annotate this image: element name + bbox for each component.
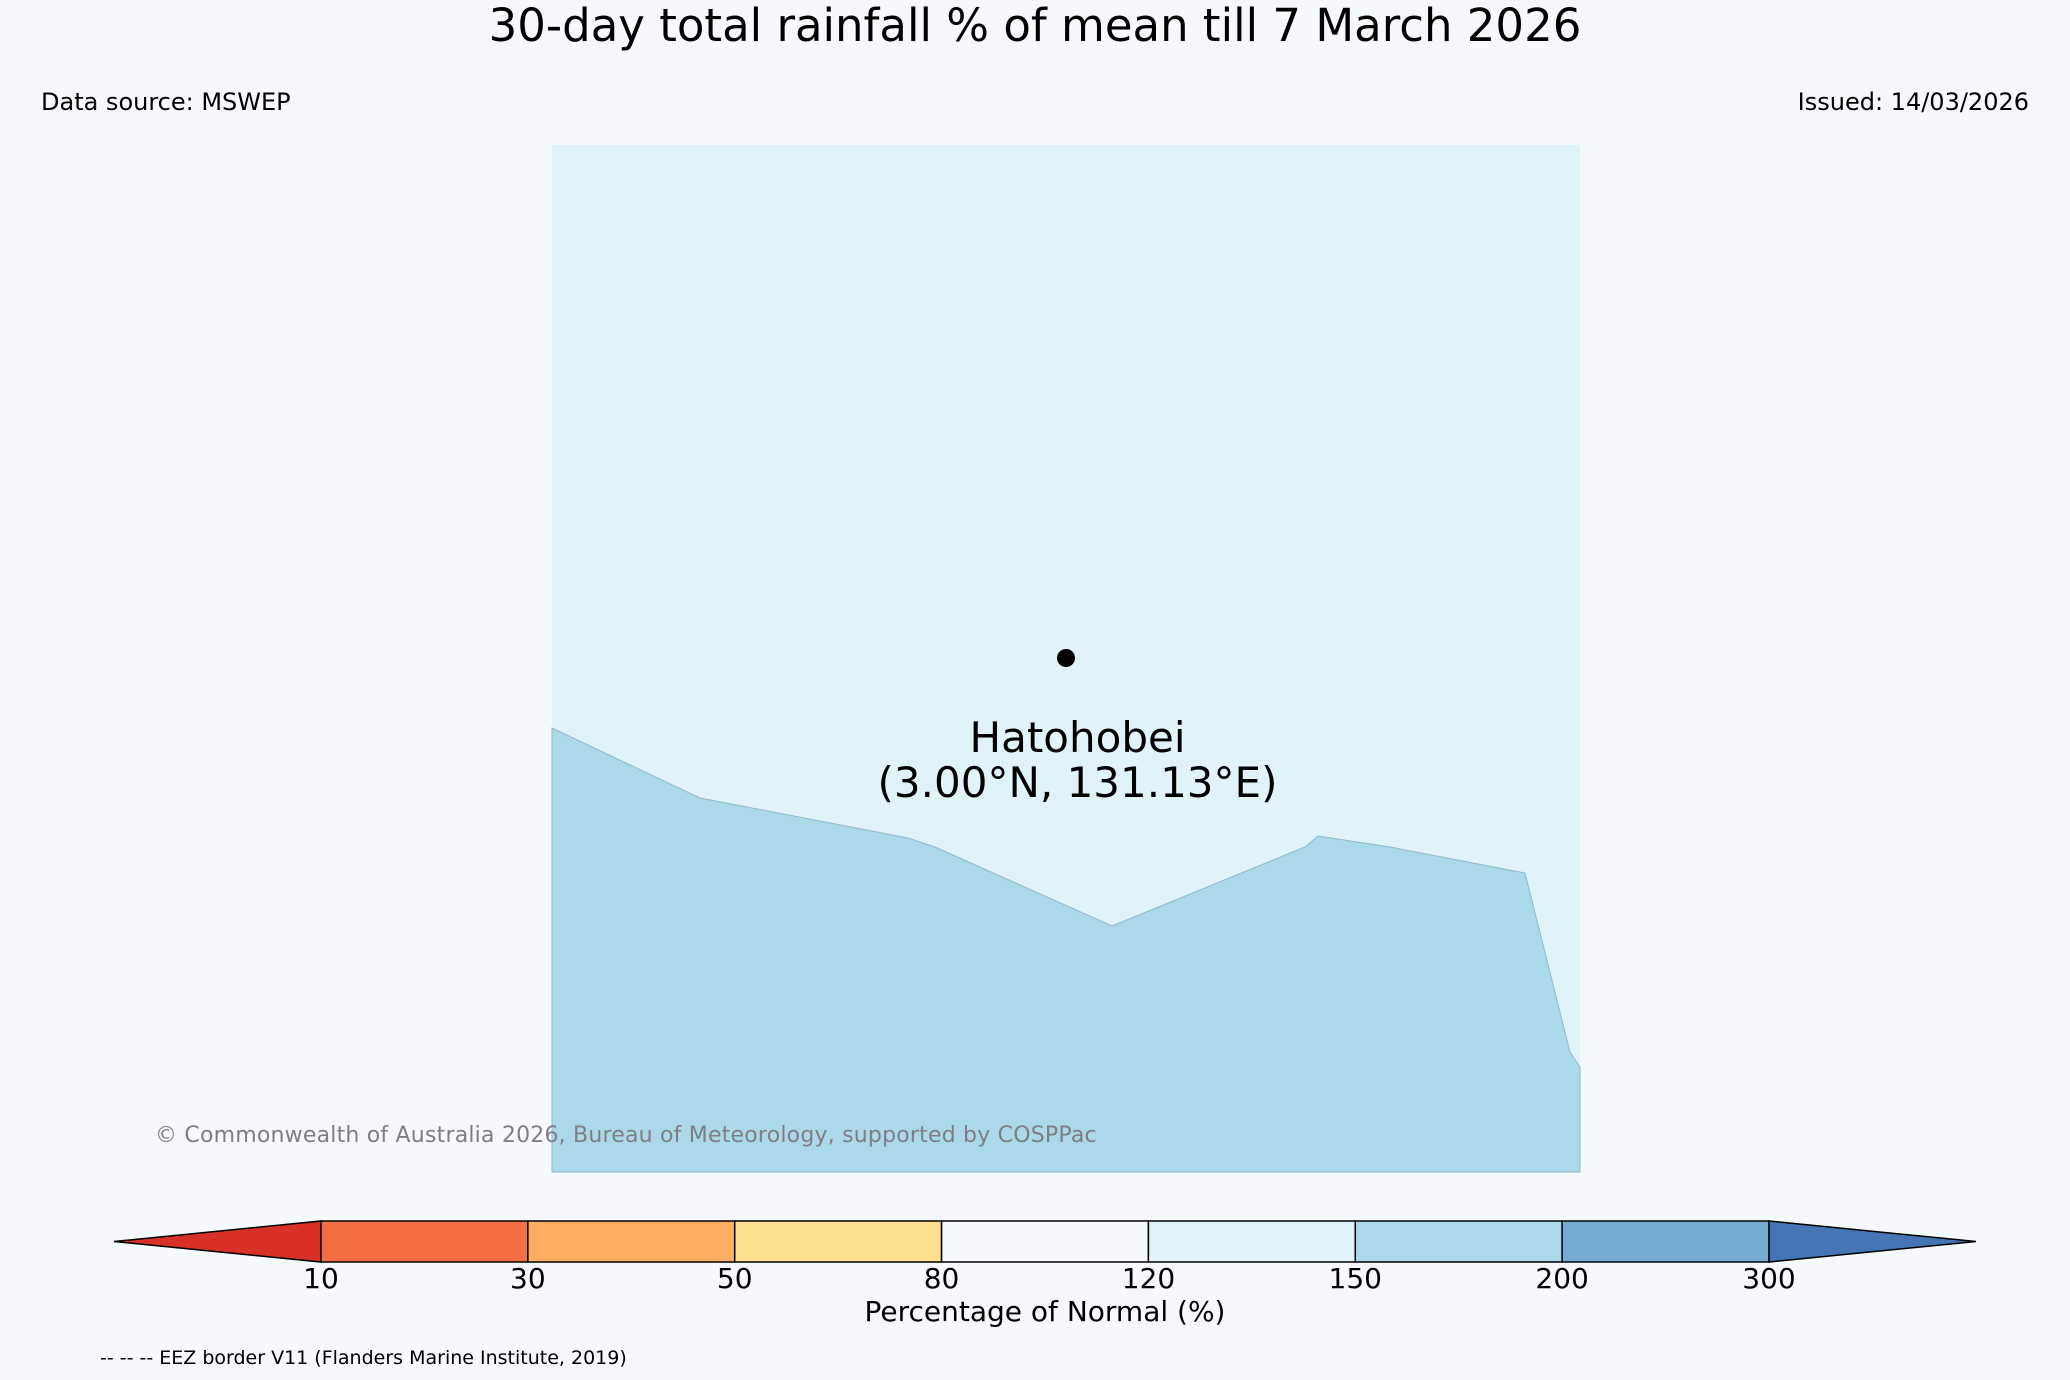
chart-title: 30-day total rainfall % of mean till 7 M… <box>488 0 1582 52</box>
colorbar-segment-200-300 <box>1561 1220 1770 1263</box>
colorbar-segment-80-120 <box>940 1220 1150 1263</box>
colorbar-tick-150: 150 <box>1328 1262 1383 1295</box>
colorbar-label: Percentage of Normal (%) <box>864 1295 1226 1328</box>
data-source-label: Data source: MSWEP <box>41 88 291 116</box>
colorbar-tick-80: 80 <box>923 1262 960 1295</box>
location-label: Hatohobei (3.00°N, 131.13°E) <box>820 715 1335 805</box>
colorbar-tick-10: 10 <box>303 1262 339 1295</box>
location-name: Hatohobei <box>969 713 1186 762</box>
colorbar-segment-30-50 <box>527 1220 736 1263</box>
location-marker[interactable] <box>1057 649 1075 667</box>
copyright-notice: © Commonwealth of Australia 2026, Bureau… <box>155 1123 1097 1148</box>
colorbar-tick-200: 200 <box>1535 1262 1589 1295</box>
colorbar-segment-120-150 <box>1147 1220 1357 1263</box>
colorbar-segment-50-80 <box>733 1220 943 1263</box>
colorbar-tick-300: 300 <box>1742 1262 1796 1295</box>
location-coordinates: (3.00°N, 131.13°E) <box>877 758 1278 807</box>
colorbar-extend-low <box>113 1220 322 1263</box>
colorbar-tick-50: 50 <box>716 1262 753 1295</box>
issued-date-label: Issued: 14/03/2026 <box>1797 88 2029 116</box>
colorbar-tick-30: 30 <box>510 1262 546 1295</box>
colorbar-extend-high <box>1768 1220 1977 1263</box>
colorbar-segment-10-30 <box>320 1220 529 1263</box>
colorbar-segment-150-200 <box>1354 1220 1563 1263</box>
rainfall-zone-150-200 <box>551 727 1581 1173</box>
eez-footnote: -- -- -- EEZ border V11 (Flanders Marine… <box>100 1347 627 1369</box>
colorbar-tick-120: 120 <box>1121 1262 1176 1295</box>
